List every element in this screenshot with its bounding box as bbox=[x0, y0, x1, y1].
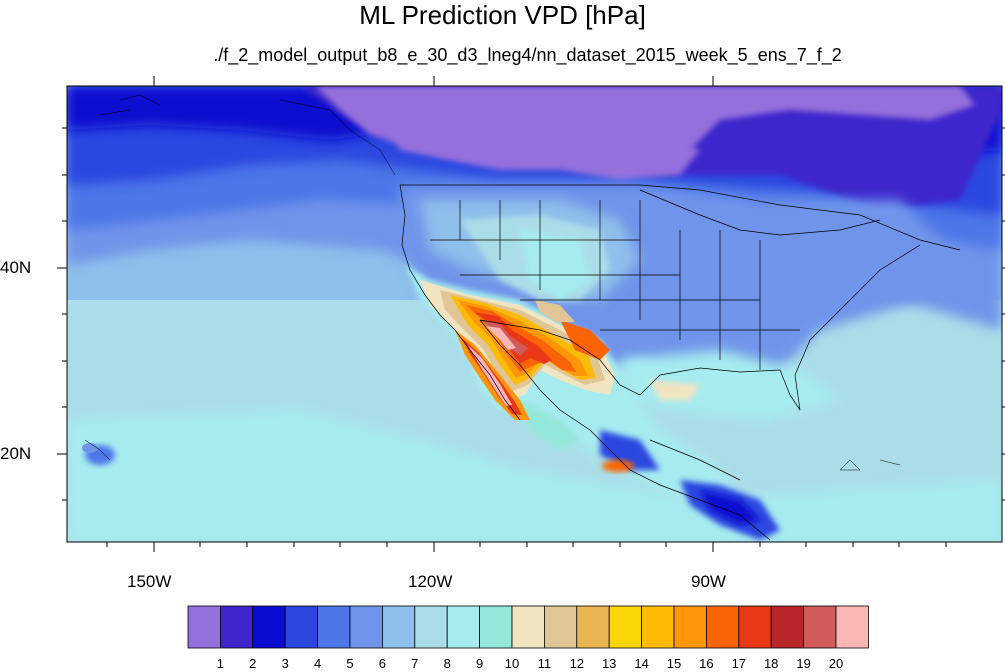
colorbar-swatch bbox=[446, 605, 481, 649]
colorbar-label: 15 bbox=[666, 656, 682, 671]
colorbar-label: 19 bbox=[796, 656, 811, 671]
colorbar-label: 20 bbox=[828, 656, 844, 671]
y-tick-label-40n: 40N bbox=[0, 258, 32, 277]
plot-title: ML Prediction VPD [hPa] bbox=[359, 0, 646, 30]
colorbar bbox=[187, 605, 869, 649]
colorbar-label: 16 bbox=[699, 656, 714, 671]
colorbar-swatch bbox=[284, 605, 319, 649]
colorbar-swatch bbox=[608, 605, 643, 649]
colorbar-swatch bbox=[641, 605, 675, 649]
colorbar-swatch bbox=[317, 605, 351, 649]
colorbar-swatch bbox=[673, 605, 707, 649]
colorbar-label: 1 bbox=[216, 656, 224, 671]
colorbar-swatch bbox=[414, 605, 448, 649]
y-tick-label-20n: 20N bbox=[0, 444, 32, 463]
colorbar-label: 18 bbox=[763, 656, 779, 671]
map-field bbox=[67, 86, 1002, 542]
x-tick-label-90w: 90W bbox=[691, 572, 726, 591]
colorbar-label: 7 bbox=[411, 656, 419, 671]
colorbar-swatch bbox=[381, 605, 416, 649]
colorbar-swatch bbox=[187, 605, 221, 649]
colorbar-swatch bbox=[511, 605, 545, 649]
colorbar-label: 11 bbox=[537, 656, 552, 671]
colorbar-label: 14 bbox=[634, 656, 649, 671]
colorbar-swatch bbox=[770, 605, 805, 649]
colorbar-swatch bbox=[544, 605, 578, 649]
colorbar-swatch bbox=[738, 605, 772, 649]
colorbar-swatch bbox=[576, 605, 610, 649]
colorbar-label: 10 bbox=[504, 656, 520, 671]
colorbar-label: 5 bbox=[346, 656, 354, 671]
colorbar-label: 8 bbox=[443, 656, 451, 671]
colorbar-swatch bbox=[252, 605, 286, 649]
colorbar-label: 4 bbox=[313, 656, 322, 671]
colorbar-swatch bbox=[349, 605, 383, 649]
colorbar-label: 3 bbox=[281, 656, 289, 671]
axis-ticks bbox=[57, 76, 1005, 552]
colorbar-swatch bbox=[803, 605, 837, 649]
colorbar-label: 13 bbox=[601, 656, 617, 671]
colorbar-swatch bbox=[219, 605, 254, 649]
colorbar-label: 9 bbox=[475, 656, 484, 671]
colorbar-swatch bbox=[835, 605, 869, 649]
colorbar-swatch bbox=[479, 605, 513, 649]
colorbar-label: 2 bbox=[249, 656, 257, 671]
colorbar-label: 6 bbox=[378, 656, 386, 671]
x-tick-label-150w: 150W bbox=[127, 572, 172, 591]
colorbar-label: 17 bbox=[731, 656, 747, 671]
colorbar-swatch bbox=[706, 605, 740, 649]
colorbar-label: 12 bbox=[569, 656, 585, 671]
plot-subtitle: ./f_2_model_output_b8_e_30_d3_lneg4/nn_d… bbox=[213, 45, 842, 65]
x-tick-label-120w: 120W bbox=[408, 572, 453, 591]
